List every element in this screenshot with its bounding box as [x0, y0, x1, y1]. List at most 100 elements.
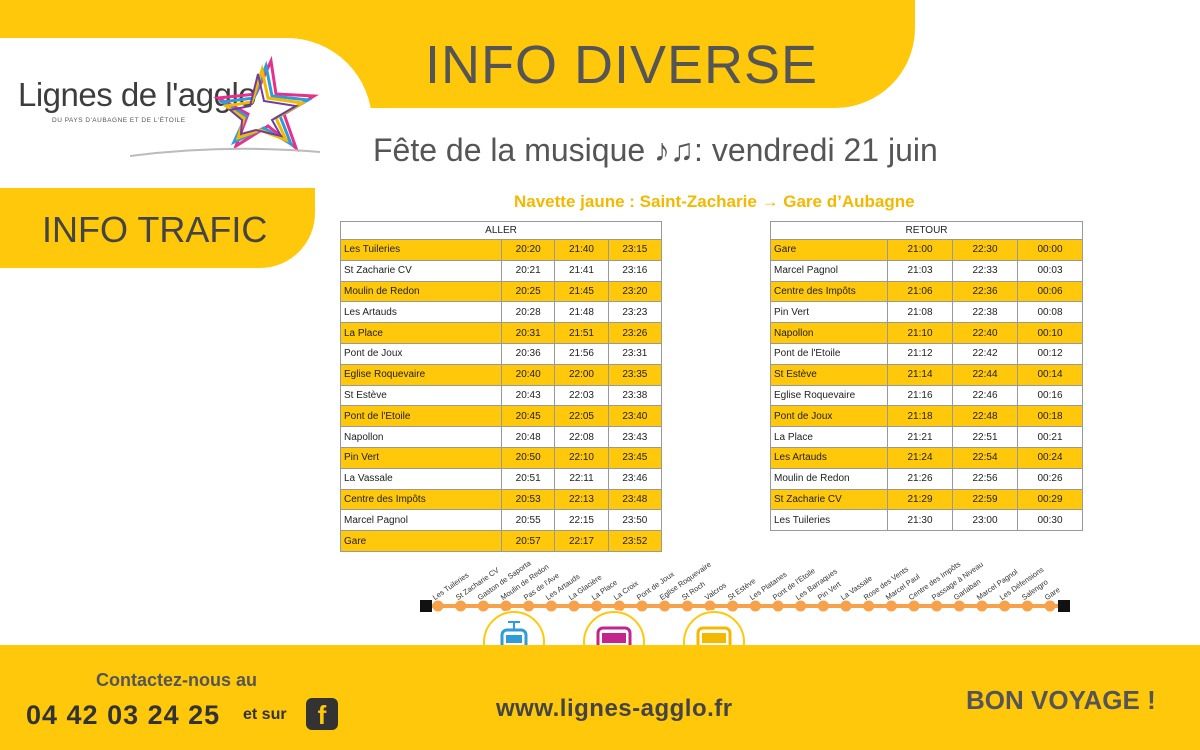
table-row: Gare 20:57 22:17 23:52	[340, 530, 663, 552]
route-line	[420, 600, 1070, 612]
time-cell: 22:33	[952, 259, 1018, 282]
time-cell: 21:41	[554, 259, 609, 282]
time-cell: 21:08	[887, 301, 953, 324]
route-stop-dot	[749, 600, 761, 612]
table-row: Pont de Joux 21:18 22:48 00:18	[770, 405, 1083, 428]
time-cell: 20:45	[500, 405, 556, 428]
stop-name-cell: Gare	[340, 530, 502, 552]
time-cell: 22:42	[952, 342, 1018, 365]
stop-name-cell: Pont de Joux	[770, 405, 888, 428]
table-row: St Zacharie CV 20:21 21:41 23:16	[340, 259, 663, 282]
time-cell: 20:36	[500, 342, 556, 365]
time-cell: 20:48	[500, 426, 556, 448]
time-cell: 00:21	[1017, 426, 1083, 448]
table-row: Pont de Joux 20:36 21:56 23:31	[340, 342, 663, 365]
stop-name-cell: Marcel Pagnol	[770, 259, 888, 282]
route-stop-dot	[976, 600, 988, 612]
table-row: La Vassale 20:51 22:11 23:46	[340, 467, 663, 490]
time-cell: 21:45	[554, 280, 609, 303]
stop-name-cell: La Place	[770, 426, 888, 448]
table-row: Marcel Pagnol 20:55 22:15 23:50	[340, 509, 663, 532]
route-stop-dot	[659, 600, 671, 612]
time-cell: 21:29	[887, 488, 953, 511]
table-row: Centre des Impôts 21:06 22:36 00:06	[770, 280, 1083, 303]
time-cell: 22:56	[952, 467, 1018, 490]
time-cell: 20:57	[500, 530, 556, 552]
logo-tagline: DU PAYS D'AUBAGNE ET DE L'ÉTOILE	[52, 117, 186, 124]
and-on-label: et sur	[243, 706, 287, 723]
route-stop-dot	[817, 600, 829, 612]
route-stop-dot	[704, 600, 716, 612]
time-cell: 00:12	[1017, 342, 1083, 365]
route-stop-dot	[681, 600, 693, 612]
table-row: St Zacharie CV 21:29 22:59 00:29	[770, 488, 1083, 511]
info-trafic-tab[interactable]	[0, 188, 315, 268]
route-stop-dot	[727, 600, 739, 612]
table-row: Les Tuileries 21:30 23:00 00:30	[770, 509, 1083, 532]
table-row: Eglise Roquevaire 20:40 22:00 23:35	[340, 363, 663, 386]
time-cell: 23:43	[607, 426, 663, 448]
stop-name-cell: Les Tuileries	[770, 509, 888, 532]
route-stop-dot	[477, 600, 489, 612]
stop-name-cell: La Place	[340, 322, 502, 344]
time-cell: 00:03	[1017, 259, 1083, 282]
route-stop-dot	[953, 600, 965, 612]
time-cell: 22:03	[554, 384, 609, 407]
route-stop-dot	[795, 600, 807, 612]
time-cell: 00:24	[1017, 446, 1083, 469]
time-cell: 00:10	[1017, 322, 1083, 344]
phone-number[interactable]: 04 42 03 24 25	[26, 700, 221, 730]
time-cell: 22:38	[952, 301, 1018, 324]
route-stop-dot	[1021, 600, 1033, 612]
time-cell: 23:48	[607, 488, 663, 511]
time-cell: 00:00	[1017, 239, 1083, 261]
route-terminus-start	[420, 600, 432, 612]
stop-name-cell: Centre des Impôts	[770, 280, 888, 303]
time-cell: 21:30	[887, 509, 953, 532]
time-cell: 22:00	[554, 363, 609, 386]
website-link[interactable]: www.lignes-agglo.fr	[496, 695, 733, 722]
table-row: Napollon 20:48 22:08 23:43	[340, 426, 663, 448]
time-cell: 20:21	[500, 259, 556, 282]
aller-header: ALLER	[340, 221, 662, 240]
table-row: Moulin de Redon 21:26 22:56 00:26	[770, 467, 1083, 490]
time-cell: 22:40	[952, 322, 1018, 344]
route-stop-dot	[455, 600, 467, 612]
time-cell: 21:40	[554, 239, 609, 261]
time-cell: 00:30	[1017, 509, 1083, 532]
time-cell: 21:10	[887, 322, 953, 344]
table-row: Eglise Roquevaire 21:16 22:46 00:16	[770, 384, 1083, 407]
stop-name-cell: Moulin de Redon	[340, 280, 502, 303]
stop-name-cell: Pont de Joux	[340, 342, 502, 365]
time-cell: 22:48	[952, 405, 1018, 428]
stop-name-cell: St Zacharie CV	[770, 488, 888, 511]
aller-timetable: ALLER Les Tuileries 20:20 21:40 23:15 St Zac…	[340, 221, 663, 552]
stop-name-cell: St Estève	[770, 363, 888, 386]
route-stop-dot	[1044, 600, 1056, 612]
time-cell: 23:00	[952, 509, 1018, 532]
table-row: La Place 21:21 22:51 00:21	[770, 426, 1083, 448]
contact-label: Contactez-nous au	[96, 670, 258, 690]
table-row: St Estève 20:43 22:03 23:38	[340, 384, 663, 407]
time-cell: 23:50	[607, 509, 663, 532]
route-stop-dot	[885, 600, 897, 612]
time-cell: 21:24	[887, 446, 953, 469]
time-cell: 21:21	[887, 426, 953, 448]
star-logo-icon	[212, 56, 319, 153]
route-stop-dot	[432, 600, 444, 612]
stop-name-cell: St Estève	[340, 384, 502, 407]
time-cell: 22:44	[952, 363, 1018, 386]
time-cell: 21:03	[887, 259, 953, 282]
facebook-icon[interactable]: f	[306, 698, 338, 730]
time-cell: 20:51	[500, 467, 556, 490]
stop-name-cell: Marcel Pagnol	[340, 509, 502, 532]
stop-name-cell: Centre des Impôts	[340, 488, 502, 511]
table-row: Pont de l'Etoile 20:45 22:05 23:40	[340, 405, 663, 428]
time-cell: 21:51	[554, 322, 609, 344]
route-stop-dot	[908, 600, 920, 612]
stop-name-cell: Eglise Roquevaire	[770, 384, 888, 407]
table-row: Les Artauds 20:28 21:48 23:23	[340, 301, 663, 324]
table-row: La Place 20:31 21:51 23:26	[340, 322, 663, 344]
time-cell: 21:14	[887, 363, 953, 386]
time-cell: 22:54	[952, 446, 1018, 469]
